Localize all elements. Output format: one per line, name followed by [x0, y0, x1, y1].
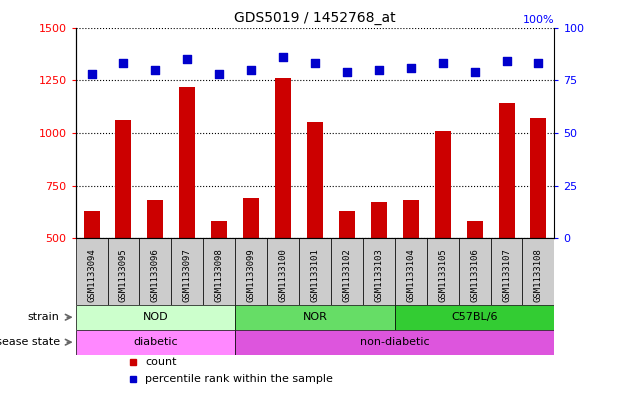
Point — [534, 60, 544, 66]
Text: GSM1133099: GSM1133099 — [247, 248, 256, 302]
Text: disease state: disease state — [0, 337, 60, 347]
Bar — [147, 200, 163, 238]
Point — [374, 66, 384, 73]
Point — [118, 60, 129, 66]
Bar — [235, 330, 554, 354]
Bar — [115, 120, 132, 238]
Bar — [171, 238, 203, 305]
Text: GSM1133106: GSM1133106 — [470, 248, 479, 302]
Point — [214, 71, 224, 77]
Text: non-diabetic: non-diabetic — [360, 337, 430, 347]
Point — [438, 60, 448, 66]
Bar — [307, 122, 323, 238]
Bar — [299, 238, 331, 305]
Text: 100%: 100% — [523, 15, 554, 26]
Text: GSM1133103: GSM1133103 — [374, 248, 383, 302]
Bar — [235, 238, 267, 305]
Text: GSM1133101: GSM1133101 — [311, 248, 319, 302]
Bar — [203, 238, 235, 305]
Bar — [498, 103, 515, 238]
Point — [310, 60, 320, 66]
Text: GSM1133098: GSM1133098 — [215, 248, 224, 302]
Title: GDS5019 / 1452768_at: GDS5019 / 1452768_at — [234, 11, 396, 25]
Bar — [84, 211, 100, 238]
Point — [246, 66, 256, 73]
Text: count: count — [145, 357, 176, 367]
Point — [501, 58, 512, 64]
Bar — [491, 238, 522, 305]
Bar — [139, 238, 171, 305]
Text: diabetic: diabetic — [133, 337, 178, 347]
Point — [342, 69, 352, 75]
Text: GSM1133094: GSM1133094 — [87, 248, 96, 302]
Bar — [363, 238, 395, 305]
Bar — [235, 305, 395, 330]
Bar — [459, 238, 491, 305]
Text: GSM1133108: GSM1133108 — [534, 248, 543, 302]
Text: NOD: NOD — [142, 312, 168, 322]
Text: GSM1133095: GSM1133095 — [119, 248, 128, 302]
Bar — [331, 238, 363, 305]
Bar — [467, 221, 483, 238]
Point — [469, 69, 479, 75]
Bar — [427, 238, 459, 305]
Point — [151, 66, 161, 73]
Text: NOR: NOR — [302, 312, 328, 322]
Point — [182, 56, 192, 62]
Text: GSM1133096: GSM1133096 — [151, 248, 160, 302]
Bar — [76, 305, 235, 330]
Bar — [275, 78, 291, 238]
Bar — [180, 86, 195, 238]
Point — [406, 64, 416, 71]
Text: GSM1133102: GSM1133102 — [343, 248, 352, 302]
Text: percentile rank within the sample: percentile rank within the sample — [145, 374, 333, 384]
Text: GSM1133104: GSM1133104 — [406, 248, 415, 302]
Bar — [522, 238, 554, 305]
Bar — [339, 211, 355, 238]
Bar — [403, 200, 419, 238]
Text: strain: strain — [28, 312, 60, 322]
Point — [278, 54, 288, 60]
Text: GSM1133097: GSM1133097 — [183, 248, 192, 302]
Point — [86, 71, 96, 77]
Bar — [108, 238, 139, 305]
Bar — [530, 118, 546, 238]
Text: GSM1133100: GSM1133100 — [278, 248, 287, 302]
Bar — [395, 238, 427, 305]
Bar — [395, 305, 554, 330]
Text: C57BL/6: C57BL/6 — [451, 312, 498, 322]
Bar — [435, 131, 450, 238]
Bar — [211, 221, 227, 238]
Text: GSM1133107: GSM1133107 — [502, 248, 511, 302]
Bar — [267, 238, 299, 305]
Bar — [76, 238, 108, 305]
Bar — [76, 330, 235, 354]
Bar — [371, 202, 387, 238]
Text: GSM1133105: GSM1133105 — [438, 248, 447, 302]
Bar — [243, 198, 259, 238]
